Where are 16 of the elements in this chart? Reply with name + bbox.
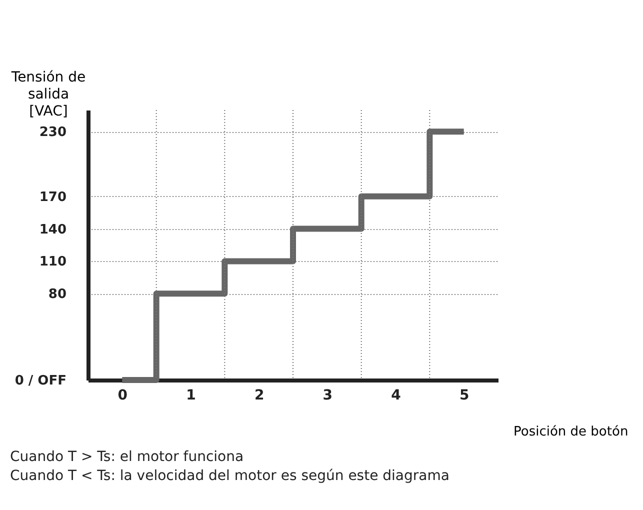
y-tick-label: 80 [48, 287, 66, 302]
y-tick-label: 0 / OFF [14, 374, 66, 388]
y-tick-label: 140 [39, 222, 66, 238]
x-tick-label: 0 [118, 388, 128, 404]
x-tick-label: 4 [391, 388, 402, 404]
x-tick-label: 5 [459, 388, 470, 404]
x-axis-title: Posición de botón [514, 424, 628, 440]
y-tick-label: 230 [39, 125, 66, 140]
x-tick-label: 2 [254, 388, 264, 404]
y-tick-label: 110 [39, 254, 66, 270]
text: Cuando T > Ts: el motor funciona [10, 448, 245, 467]
x-tick-label: 3 [322, 388, 333, 404]
y-axis-title: Tensión de salida [VAC] [10, 70, 86, 120]
y-tick-label: 170 [39, 190, 66, 205]
text: Cuando T < Ts: la velocidad del motor es según este diagrama [10, 467, 450, 486]
x-tick-label: 1 [186, 388, 196, 404]
